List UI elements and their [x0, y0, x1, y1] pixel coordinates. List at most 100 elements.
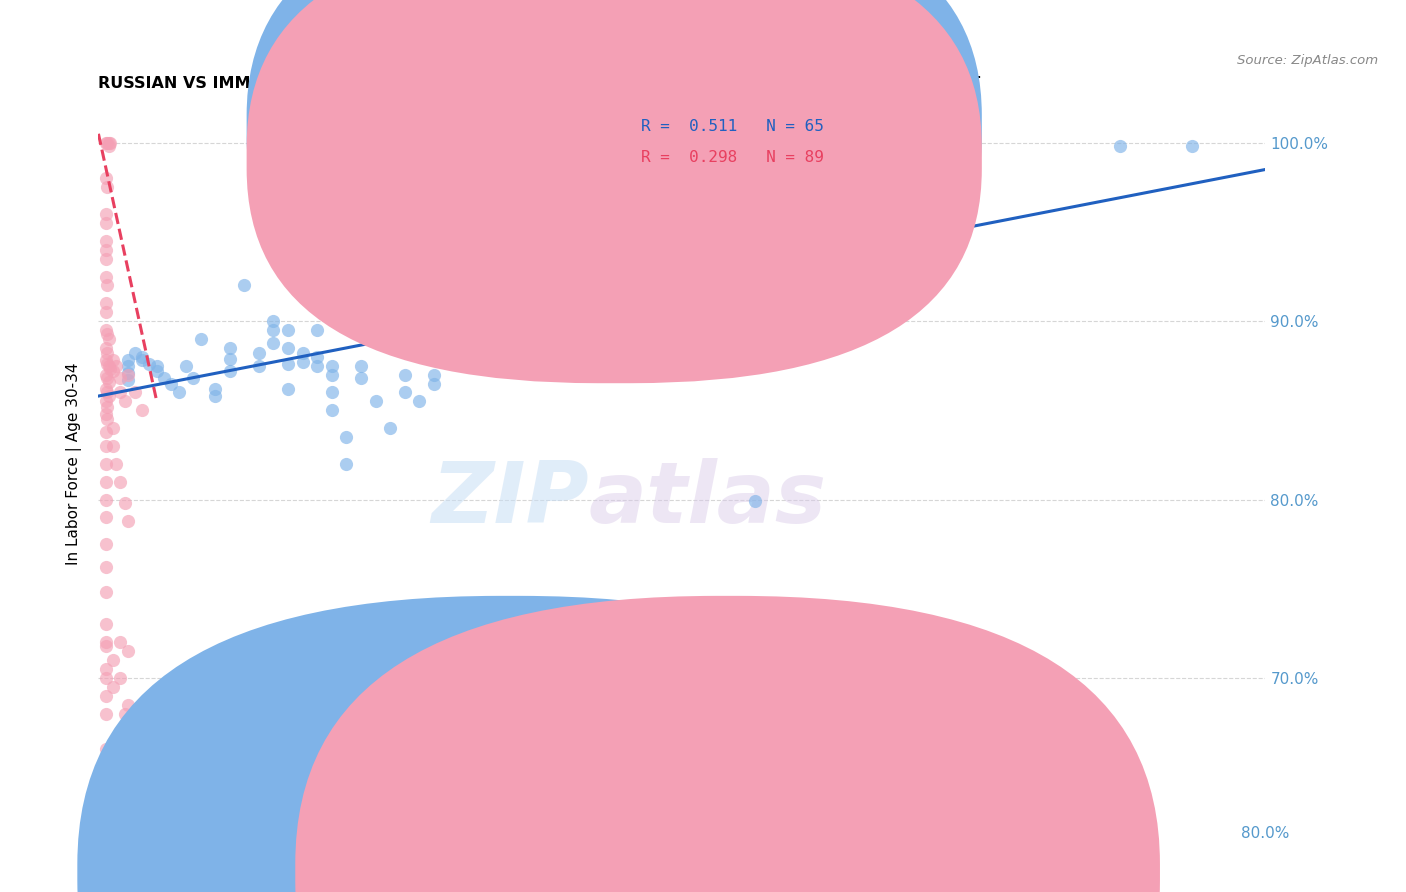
- Point: [496, 278, 519, 293]
- Point: [94, 171, 117, 186]
- Point: [451, 335, 474, 350]
- Point: [117, 644, 139, 658]
- Point: [394, 385, 416, 400]
- Point: [451, 323, 474, 337]
- Point: [321, 368, 343, 382]
- Point: [350, 359, 373, 373]
- Point: [890, 139, 912, 153]
- Point: [146, 359, 169, 373]
- Point: [94, 341, 117, 355]
- Point: [94, 537, 117, 551]
- Point: [247, 359, 270, 373]
- Point: [467, 332, 489, 346]
- FancyBboxPatch shape: [246, 0, 981, 384]
- Point: [96, 326, 118, 341]
- Text: atlas: atlas: [589, 458, 827, 541]
- Point: [97, 389, 120, 403]
- Point: [364, 394, 387, 409]
- Point: [96, 385, 118, 400]
- Point: [598, 139, 620, 153]
- Point: [104, 359, 127, 373]
- Point: [124, 385, 146, 400]
- Point: [94, 778, 117, 792]
- Point: [641, 139, 664, 153]
- Point: [131, 403, 153, 417]
- Point: [98, 136, 121, 150]
- Point: [101, 364, 124, 378]
- Text: Russians: Russians: [526, 865, 593, 880]
- Point: [94, 492, 117, 507]
- Point: [97, 332, 120, 346]
- Point: [94, 510, 117, 524]
- Point: [94, 234, 117, 248]
- Point: [117, 373, 139, 387]
- Point: [117, 353, 139, 368]
- Point: [96, 357, 118, 371]
- Point: [321, 385, 343, 400]
- Point: [96, 371, 118, 385]
- Point: [408, 394, 430, 409]
- Point: [94, 689, 117, 703]
- Point: [1108, 139, 1130, 153]
- Point: [114, 394, 136, 409]
- Point: [204, 382, 226, 396]
- Point: [335, 430, 357, 444]
- Point: [146, 364, 169, 378]
- Point: [110, 635, 132, 649]
- Point: [218, 364, 240, 378]
- Point: [554, 180, 576, 194]
- Point: [218, 351, 240, 366]
- Y-axis label: In Labor Force | Age 30-34: In Labor Force | Age 30-34: [66, 362, 83, 566]
- Point: [131, 350, 153, 364]
- Point: [307, 323, 329, 337]
- Point: [451, 346, 474, 360]
- FancyBboxPatch shape: [246, 0, 981, 351]
- Point: [204, 389, 226, 403]
- Text: R =  0.298   N = 89: R = 0.298 N = 89: [641, 150, 824, 165]
- Point: [114, 496, 136, 510]
- Point: [101, 421, 124, 435]
- Point: [96, 400, 118, 414]
- Point: [817, 708, 839, 723]
- Text: ZIP: ZIP: [430, 458, 589, 541]
- Point: [160, 376, 183, 391]
- Point: [190, 332, 212, 346]
- Point: [94, 382, 117, 396]
- Point: [96, 412, 118, 426]
- Point: [94, 639, 117, 653]
- Point: [671, 139, 693, 153]
- Point: [94, 475, 117, 489]
- Point: [291, 355, 314, 369]
- Point: [94, 252, 117, 266]
- Point: [101, 353, 124, 368]
- Point: [153, 371, 176, 385]
- Point: [94, 296, 117, 310]
- Point: [97, 139, 120, 153]
- Point: [94, 662, 117, 676]
- Point: [110, 733, 132, 747]
- Point: [321, 403, 343, 417]
- Point: [117, 359, 139, 373]
- Point: [291, 346, 314, 360]
- Point: [117, 514, 139, 528]
- Point: [321, 359, 343, 373]
- Point: [96, 346, 118, 360]
- Point: [124, 346, 146, 360]
- Point: [277, 323, 299, 337]
- Point: [94, 560, 117, 574]
- Point: [423, 368, 446, 382]
- Point: [1181, 139, 1204, 153]
- Point: [94, 216, 117, 230]
- Point: [101, 439, 124, 453]
- Point: [97, 359, 120, 373]
- Point: [423, 376, 446, 391]
- Point: [131, 353, 153, 368]
- Point: [94, 368, 117, 382]
- Point: [94, 706, 117, 721]
- Point: [174, 359, 197, 373]
- Point: [247, 346, 270, 360]
- Point: [110, 671, 132, 685]
- Point: [277, 382, 299, 396]
- FancyBboxPatch shape: [571, 96, 921, 189]
- Point: [94, 394, 117, 409]
